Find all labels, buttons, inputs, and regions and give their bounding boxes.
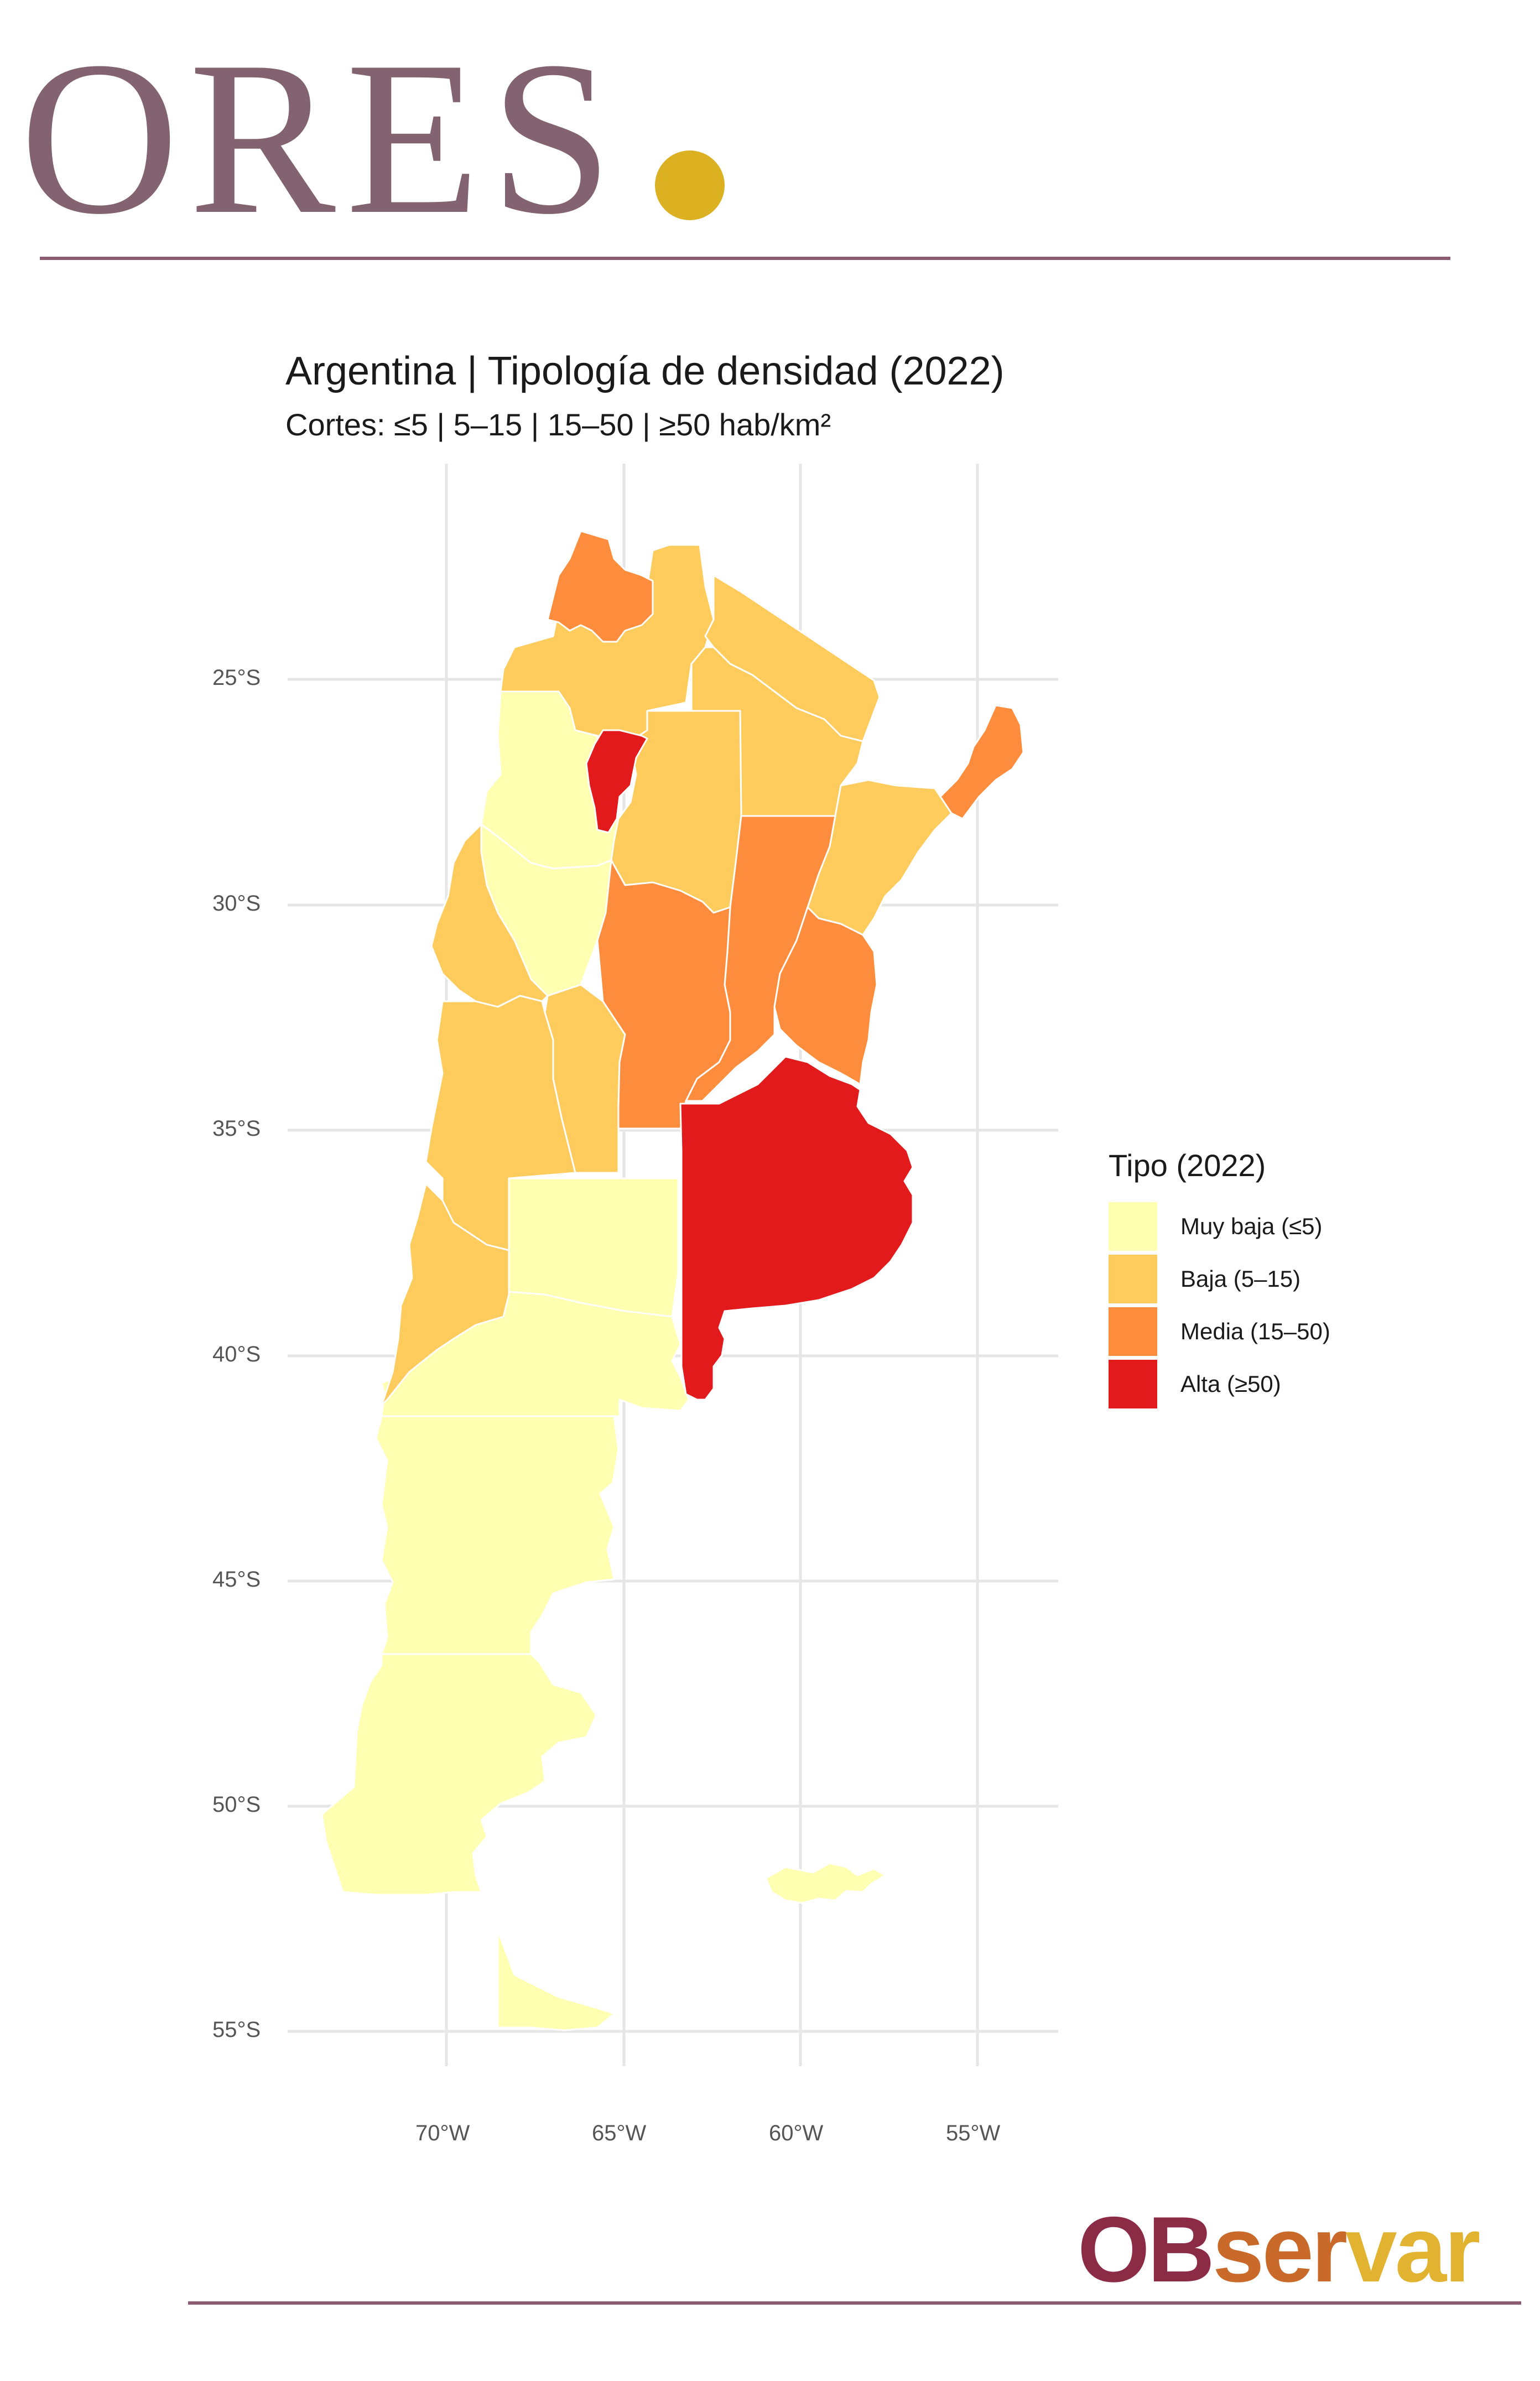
province-la-pampa — [508, 1177, 679, 1318]
map-legend: Tipo (2022) Muy baja (≤5) Baja (5–15) Me… — [1109, 1147, 1330, 1410]
province-chubut — [375, 1415, 620, 1655]
province-santa-cruz — [321, 1653, 597, 1896]
map-subtitle: Cortes: ≤5 | 5–15 | 15–50 | ≥50 hab/km² — [285, 407, 831, 442]
legend-item: Baja (5–15) — [1109, 1252, 1330, 1305]
legend-item: Alta (≥50) — [1109, 1358, 1330, 1410]
legend-title: Tipo (2022) — [1109, 1148, 1266, 1183]
legend-swatch — [1109, 1359, 1157, 1408]
province-jujuy — [547, 530, 654, 643]
lat-tick-label: 25°S — [212, 666, 261, 690]
lon-tick-label: 55°W — [946, 2121, 1001, 2145]
lat-tick-label: 40°S — [212, 1342, 261, 1366]
lon-tick-label: 70°W — [415, 2121, 470, 2145]
observar-logo-part1: OB — [1078, 2197, 1215, 2301]
lat-tick-label: 45°S — [212, 1567, 261, 1592]
legend-swatch — [1109, 1307, 1157, 1356]
legend-label: Baja (5–15) — [1180, 1265, 1301, 1292]
province-islas-malvinas — [765, 1862, 886, 1904]
legend-label: Alta (≥50) — [1180, 1370, 1281, 1397]
province-buenos-aires — [679, 1056, 914, 1401]
province-neuquen — [381, 1183, 510, 1406]
legend-label: Media (15–50) — [1180, 1318, 1330, 1344]
observar-logo-part2: ser — [1213, 2197, 1347, 2301]
legend-item: Muy baja (≤5) — [1109, 1200, 1330, 1252]
lat-tick-label: 30°S — [212, 891, 261, 916]
footer-divider — [188, 2301, 1521, 2305]
province-entre-rios — [773, 906, 878, 1085]
observar-logo: OBservar — [1078, 2196, 1481, 2303]
map-title: Argentina | Tipología de densidad (2022) — [285, 349, 1005, 393]
lat-tick-label: 50°S — [212, 1792, 261, 1817]
ores-logo-wordmark: ORES — [20, 16, 623, 260]
lat-tick-label: 55°S — [212, 2018, 261, 2042]
observar-logo-part3: var — [1345, 2197, 1480, 2301]
province-cordoba — [596, 859, 731, 1130]
province-tucuman — [585, 729, 648, 834]
header-divider — [40, 257, 1450, 260]
legend-label: Muy baja (≤5) — [1180, 1213, 1323, 1239]
province-mendoza — [425, 995, 576, 1251]
lat-tick-label: 35°S — [212, 1116, 261, 1141]
legend-swatch — [1109, 1202, 1157, 1251]
lon-tick-label: 60°W — [769, 2121, 824, 2145]
legend-swatch — [1109, 1254, 1157, 1303]
province-tierra-del-fuego — [497, 1930, 615, 2031]
ores-logo-dot — [655, 150, 725, 220]
legend-item: Media (15–50) — [1109, 1305, 1330, 1358]
province-misiones — [939, 704, 1024, 820]
lon-tick-label: 65°W — [592, 2121, 647, 2145]
